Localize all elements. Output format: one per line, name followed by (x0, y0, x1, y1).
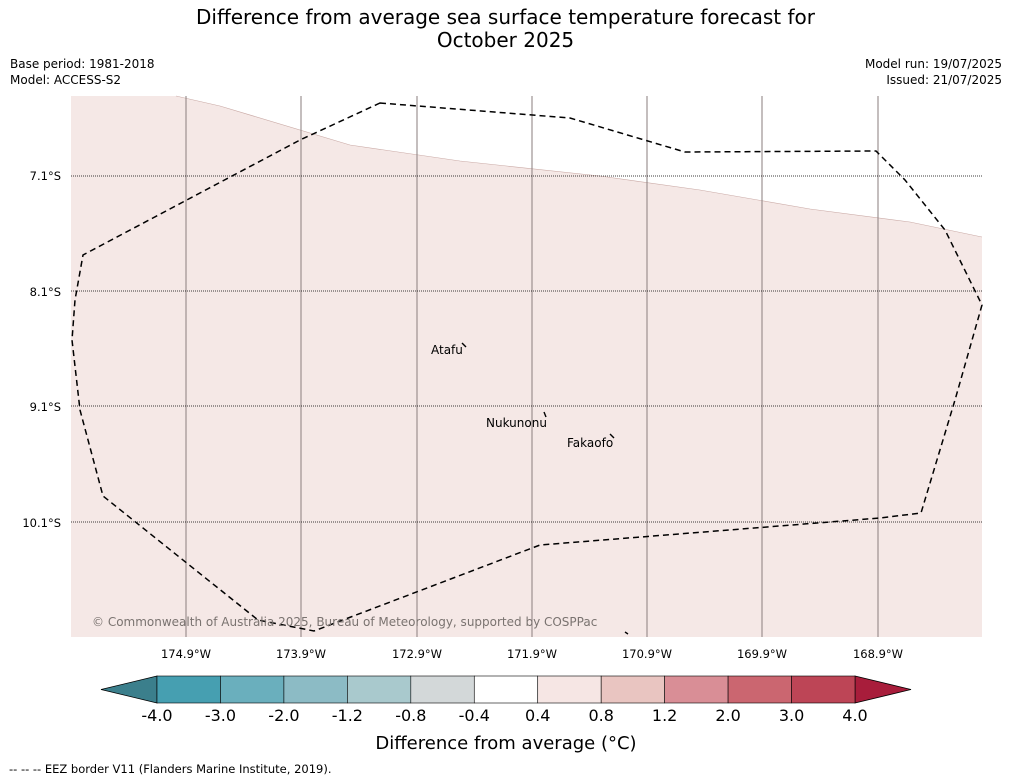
longitude-labels: 174.9°W 173.9°W 172.9°W 171.9°W 170.9°W … (161, 647, 903, 661)
colorbar-under-arrow (100, 675, 158, 704)
colorbar-tick-label: -0.4 (459, 706, 490, 725)
sst-anomaly-map: Atafu Nukunonu Fakaofo © Commonwealth of… (22, 95, 983, 754)
lat-label: 9.1°S (30, 400, 61, 414)
base-period: Base period: 1981-2018 (10, 57, 155, 71)
colorbar-tick-label: 1.2 (652, 706, 677, 725)
meridians (185, 96, 879, 637)
run-info: Model run: 19/07/2025 Issued: 21/07/2025 (865, 56, 1002, 88)
colorbar-segment (347, 675, 412, 704)
lat-label: 8.1°S (30, 285, 61, 299)
colorbar-tick-label: -0.8 (395, 706, 426, 725)
colorbar-tick-label: -3.0 (205, 706, 236, 725)
colorbar-tick-label: -4.0 (141, 706, 172, 725)
copyright-text: © Commonwealth of Australia 2025, Bureau… (92, 615, 597, 629)
colorbar-tick-label: 0.8 (588, 706, 613, 725)
title-line-1: Difference from average sea surface temp… (195, 5, 815, 29)
anomaly-fill-region (71, 96, 982, 637)
lon-label: 174.9°W (161, 647, 211, 661)
model-info: Base period: 1981-2018 Model: ACCESS-S2 (10, 56, 155, 88)
colorbar-segment (473, 675, 539, 704)
colorbar-tick-label: 0.4 (525, 706, 550, 725)
atafu-island (461, 342, 467, 348)
map-title: Difference from average sea surface temp… (0, 6, 1011, 52)
colorbar-segment (220, 675, 285, 704)
lon-label: 168.9°W (853, 647, 903, 661)
lat-label: 7.1°S (30, 169, 61, 183)
colorbar-tick-label: -2.0 (268, 706, 299, 725)
colorbar (100, 675, 912, 704)
colorbar-tick-labels: -4.0 -3.0 -2.0 -1.2 -0.8 -0.4 0.4 0.8 1.2 2.0 3.0 4… (141, 706, 867, 725)
colorbar-segment (537, 675, 602, 704)
colorbar-segment (283, 675, 348, 704)
eez-legend-text: -- -- -- EEZ border V11 (Flanders Marine… (9, 762, 332, 776)
map-panel: Atafu Nukunonu Fakaofo © Commonwealth of… (71, 95, 983, 637)
colorbar-segment (727, 675, 792, 704)
colorbar-segment (410, 675, 475, 704)
nukunonu-island (543, 411, 547, 418)
issued-date: Issued: 21/07/2025 (886, 73, 1002, 87)
model-name: Model: ACCESS-S2 (10, 73, 122, 87)
lon-label: 170.9°W (622, 647, 672, 661)
colorbar-tick-label: 3.0 (779, 706, 804, 725)
place-label-atafu: Atafu (431, 343, 463, 357)
lon-label: 169.9°W (737, 647, 787, 661)
colorbar-over-arrow (854, 675, 912, 704)
lat-label: 10.1°S (22, 516, 61, 530)
colorbar-segment (664, 675, 729, 704)
colorbar-segment (156, 675, 221, 704)
small-island (624, 631, 629, 635)
colorbar-segment (791, 675, 856, 704)
lon-label: 173.9°W (276, 647, 326, 661)
colorbar-tick-label: 4.0 (842, 706, 867, 725)
lon-label: 172.9°W (392, 647, 442, 661)
title-line-2: October 2025 (436, 28, 575, 52)
fakaofo-island (609, 433, 615, 439)
place-label-fakaofo: Fakaofo (567, 436, 613, 450)
colorbar-tick-label: 2.0 (715, 706, 740, 725)
lon-label: 171.9°W (507, 647, 557, 661)
model-run: Model run: 19/07/2025 (864, 57, 1002, 71)
latitude-labels: 7.1°S 8.1°S 9.1°S 10.1°S (22, 169, 61, 530)
islands (461, 342, 629, 635)
colorbar-segment (600, 675, 665, 704)
colorbar-tick-label: -1.2 (332, 706, 363, 725)
place-label-nukunonu: Nukunonu (486, 416, 547, 430)
colorbar-label: Difference from average (°C) (375, 733, 636, 754)
